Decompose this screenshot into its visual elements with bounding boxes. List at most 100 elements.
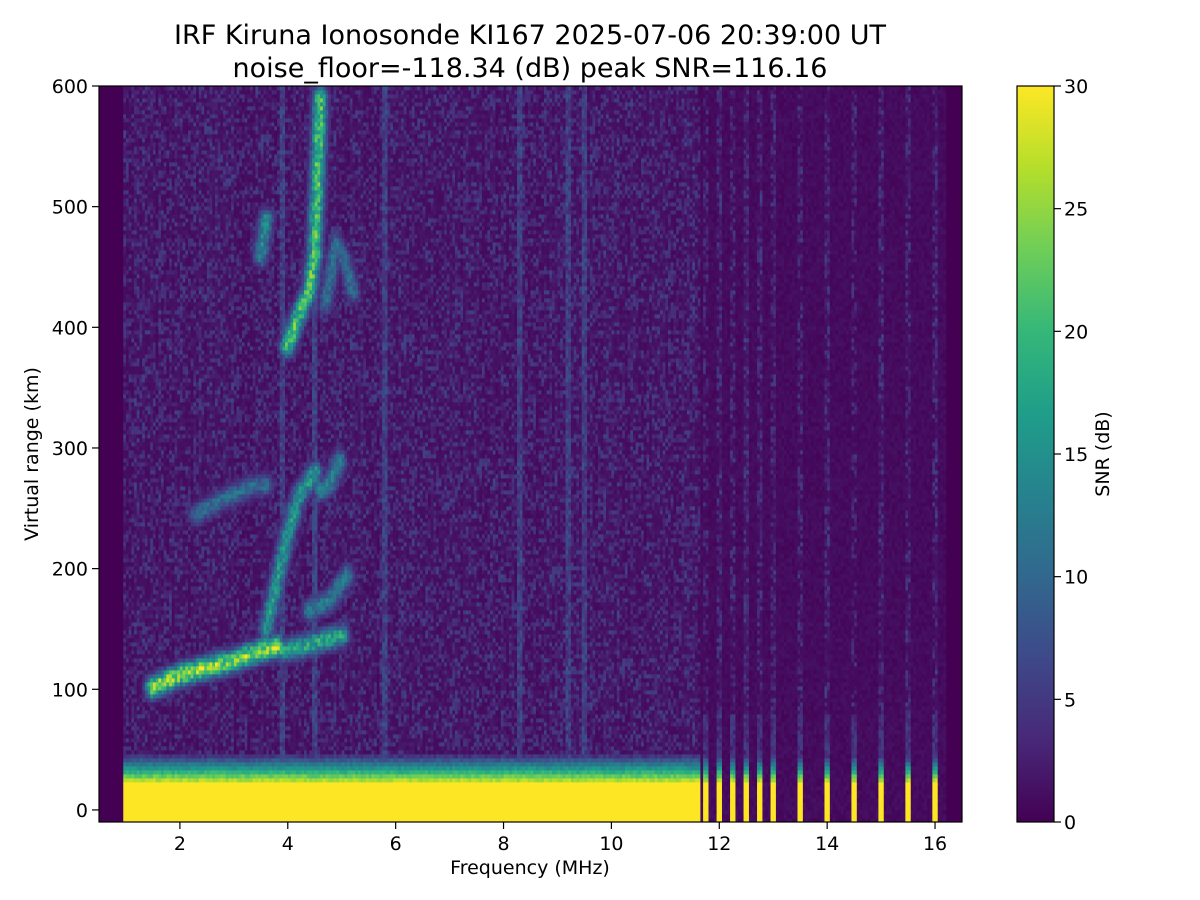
heatmap-cell bbox=[169, 430, 173, 435]
heatmap-cell bbox=[150, 630, 154, 635]
heatmap-cell bbox=[174, 654, 178, 659]
heatmap-cell bbox=[161, 390, 165, 395]
heatmap-cell bbox=[190, 310, 194, 315]
heatmap-cell bbox=[142, 210, 146, 223]
heatmap-cell bbox=[177, 154, 181, 159]
heatmap-cell bbox=[179, 250, 184, 255]
heatmap-cell bbox=[150, 262, 154, 267]
heatmap-cell bbox=[163, 370, 167, 375]
heatmap-cell bbox=[144, 390, 148, 395]
heatmap-cell bbox=[142, 682, 146, 687]
heatmap-cell bbox=[158, 430, 162, 435]
heatmap-cell bbox=[147, 214, 151, 219]
heatmap-cell bbox=[131, 514, 135, 519]
heatmap-cell bbox=[182, 638, 186, 643]
heatmap-cell bbox=[158, 722, 162, 727]
heatmap-cell bbox=[185, 518, 189, 523]
heatmap-cell bbox=[125, 738, 130, 743]
heatmap-cell bbox=[131, 530, 135, 535]
heatmap-cell bbox=[198, 642, 202, 647]
heatmap-cell bbox=[147, 566, 151, 571]
heatmap-cell bbox=[179, 170, 184, 175]
heatmap-cell bbox=[196, 714, 200, 719]
heatmap-cell bbox=[136, 746, 140, 751]
heatmap-cell bbox=[169, 554, 173, 559]
heatmap-cell bbox=[155, 146, 159, 151]
heatmap-cell bbox=[125, 638, 130, 643]
heatmap-cell bbox=[147, 622, 151, 627]
heatmap-cell bbox=[123, 622, 127, 631]
heatmap-cell bbox=[158, 370, 162, 375]
heatmap-cell bbox=[182, 234, 186, 239]
heatmap-cell bbox=[169, 478, 173, 483]
heatmap-cell bbox=[144, 166, 148, 171]
heatmap-cell bbox=[128, 618, 132, 623]
heatmap-cell bbox=[163, 162, 167, 167]
heatmap-cell bbox=[158, 186, 162, 191]
heatmap-cell bbox=[147, 438, 151, 443]
heatmap-cell bbox=[152, 474, 157, 479]
heatmap-cell bbox=[142, 598, 146, 603]
heatmap-cell bbox=[190, 458, 194, 471]
heatmap-cell bbox=[131, 434, 135, 439]
heatmap-cell bbox=[158, 438, 162, 443]
heatmap-cell bbox=[198, 422, 202, 427]
heatmap-cell bbox=[158, 174, 162, 179]
heatmap-cell bbox=[177, 690, 181, 695]
heatmap-cell bbox=[125, 198, 130, 203]
heatmap-cell bbox=[152, 282, 157, 287]
heatmap-cell bbox=[136, 754, 140, 759]
heatmap-cell bbox=[144, 706, 148, 711]
heatmap-cell bbox=[131, 526, 135, 531]
heatmap-cell bbox=[158, 298, 162, 303]
heatmap-cell bbox=[198, 634, 202, 639]
heatmap-cell bbox=[188, 614, 192, 619]
heatmap-cell bbox=[158, 126, 162, 131]
heatmap-cell bbox=[182, 698, 186, 703]
heatmap-cell bbox=[150, 742, 154, 747]
heatmap-cell bbox=[174, 698, 178, 703]
heatmap-cell bbox=[196, 410, 200, 415]
heatmap-cell bbox=[185, 770, 189, 775]
heatmap-cell bbox=[163, 738, 167, 743]
heatmap-cell bbox=[163, 246, 167, 251]
heatmap-cell bbox=[123, 782, 127, 822]
heatmap-cell bbox=[131, 774, 135, 779]
heatmap-cell bbox=[144, 634, 148, 639]
heatmap-cell bbox=[136, 330, 140, 335]
heatmap-cell bbox=[198, 438, 202, 443]
heatmap-cell bbox=[163, 182, 167, 187]
heatmap-cell bbox=[171, 178, 175, 183]
heatmap-cell bbox=[182, 530, 186, 535]
heatmap-cell bbox=[128, 362, 132, 367]
heatmap-cell bbox=[190, 354, 194, 359]
heatmap-cell bbox=[169, 758, 173, 763]
heatmap-cell bbox=[139, 166, 143, 171]
heatmap-cell bbox=[134, 642, 138, 647]
heatmap-cell bbox=[196, 426, 200, 431]
heatmap-cell bbox=[196, 182, 200, 187]
heatmap-cell bbox=[136, 630, 140, 635]
heatmap-cell bbox=[177, 538, 181, 543]
heatmap-cell bbox=[155, 182, 159, 187]
heatmap-cell bbox=[155, 774, 159, 779]
heatmap-cell bbox=[131, 262, 135, 267]
heatmap-cell bbox=[123, 338, 127, 343]
heatmap-cell bbox=[158, 726, 162, 731]
heatmap-cell bbox=[193, 502, 197, 507]
heatmap-cell bbox=[128, 338, 132, 343]
heatmap-cell bbox=[142, 126, 146, 131]
heatmap-cell bbox=[134, 254, 138, 259]
heatmap-cell bbox=[174, 510, 178, 515]
heatmap-cell bbox=[139, 758, 143, 763]
heatmap-cell bbox=[125, 598, 130, 603]
heatmap-cell bbox=[134, 750, 138, 755]
heatmap-cell bbox=[152, 590, 157, 595]
heatmap-cell bbox=[150, 658, 154, 663]
heatmap-cell bbox=[188, 658, 192, 663]
heatmap-cell bbox=[171, 650, 175, 655]
heatmap-cell bbox=[158, 130, 162, 135]
heatmap-cell bbox=[163, 562, 167, 567]
heatmap-cell bbox=[128, 222, 132, 227]
